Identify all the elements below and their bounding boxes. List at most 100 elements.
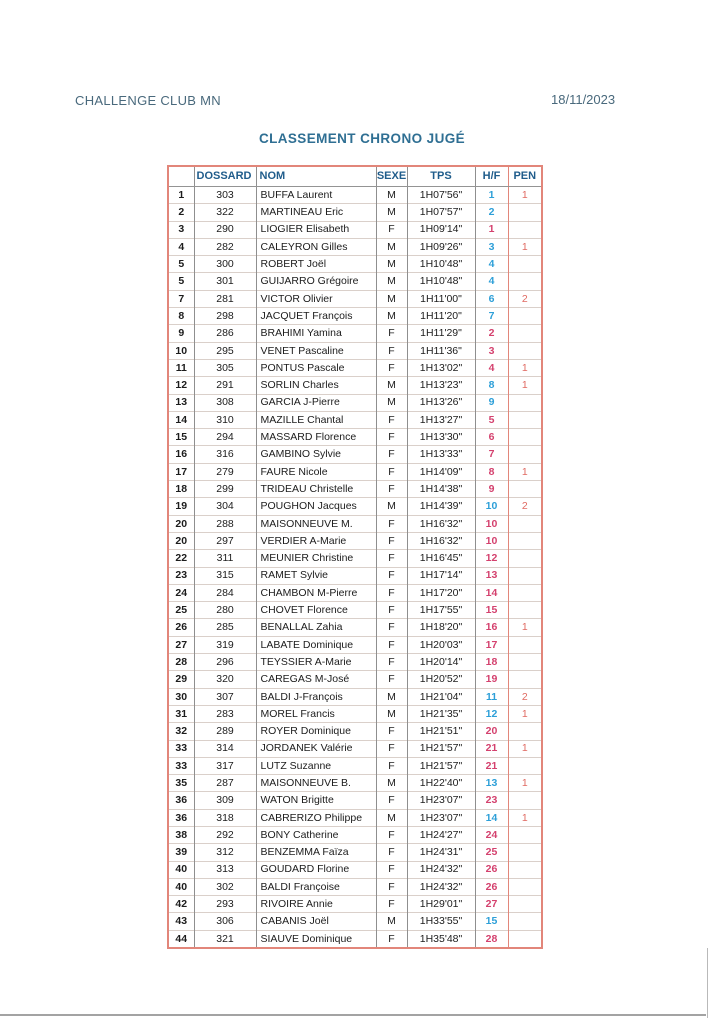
cell-pen xyxy=(507,860,542,879)
cell-nom: MARTINEAU Eric xyxy=(255,203,376,222)
table-row: 36 318 CABRERIZO Philippe M 1H23'07" 14 1 xyxy=(168,808,542,827)
cell-dossard: 308 xyxy=(193,393,256,412)
cell-dossard: 286 xyxy=(193,324,256,343)
cell-sexe: M xyxy=(375,255,407,273)
cell-tps: 1H11'29" xyxy=(406,324,475,343)
cell-pen xyxy=(507,445,542,464)
cell-nom: RIVOIRE Annie xyxy=(255,895,376,913)
cell-pen xyxy=(507,843,542,862)
cell-pen: 1 xyxy=(507,237,542,256)
table-row: 23 315 RAMET Sylvie F 1H17'14" 13 xyxy=(168,566,542,585)
cell-sexe: F xyxy=(375,825,407,844)
cell-sexe: M xyxy=(375,912,407,931)
cell-hf: 6 xyxy=(474,289,508,308)
cell-sexe: F xyxy=(375,895,407,913)
table-row: 24 284 CHAMBON M-Pierre F 1H17'20" 14 xyxy=(168,583,542,602)
cell-tps: 1H16'45" xyxy=(406,549,475,568)
cell-nom: GAMBINO Sylvie xyxy=(255,445,376,464)
cell-dossard: 322 xyxy=(193,203,256,222)
cell-tps: 1H10'48" xyxy=(406,255,475,273)
table-row: 44 321 SIAUVE Dominique F 1H35'48" 28 xyxy=(168,929,542,949)
cell-tps: 1H35'48" xyxy=(406,929,475,949)
cell-pen xyxy=(507,756,542,775)
cell-dossard: 313 xyxy=(193,860,256,879)
table-row: 9 286 BRAHIMI Yamina F 1H11'29" 2 xyxy=(168,324,542,343)
cell-rank: 14 xyxy=(168,410,194,429)
cell-pen: 2 xyxy=(507,497,542,516)
cell-nom: CABRERIZO Philippe xyxy=(255,808,376,827)
cell-nom: CAREGAS M-José xyxy=(255,670,376,689)
cell-hf: 16 xyxy=(474,618,508,637)
cell-rank: 40 xyxy=(168,877,194,896)
table-row: 22 311 MEUNIER Christine F 1H16'45" 12 xyxy=(168,549,542,568)
cell-sexe: F xyxy=(375,601,407,619)
cell-sexe: M xyxy=(375,393,407,412)
cell-rank: 27 xyxy=(168,635,194,654)
cell-tps: 1H11'00" xyxy=(406,289,475,308)
cell-sexe: F xyxy=(375,739,407,758)
cell-nom: LUTZ Suzanne xyxy=(255,756,376,775)
cell-rank: 38 xyxy=(168,825,194,844)
cell-pen: 1 xyxy=(507,808,542,827)
cell-sexe: F xyxy=(375,618,407,637)
cell-tps: 1H10'48" xyxy=(406,272,475,291)
cell-tps: 1H13'33" xyxy=(406,445,475,464)
cell-sexe: F xyxy=(375,220,407,239)
cell-tps: 1H20'14" xyxy=(406,653,475,671)
cell-pen: 2 xyxy=(507,289,542,308)
cell-hf: 7 xyxy=(474,307,508,325)
cell-hf: 18 xyxy=(474,653,508,671)
cell-hf: 24 xyxy=(474,825,508,844)
cell-nom: CHAMBON M-Pierre xyxy=(255,583,376,602)
table-row: 27 319 LABATE Dominique F 1H20'03" 17 xyxy=(168,635,542,654)
results-table: DOSSARD NOM SEXE TPS H/F PEN 1 303 BUFFA L… xyxy=(167,165,543,950)
table-row: 16 316 GAMBINO Sylvie F 1H13'33" 7 xyxy=(168,445,542,464)
cell-tps: 1H09'26" xyxy=(406,237,475,256)
cell-dossard: 295 xyxy=(193,341,256,360)
cell-tps: 1H17'20" xyxy=(406,583,475,602)
cell-tps: 1H21'57" xyxy=(406,739,475,758)
cell-rank: 24 xyxy=(168,583,194,602)
cell-sexe: M xyxy=(375,237,407,256)
cell-rank: 23 xyxy=(168,566,194,585)
cell-nom: VICTOR Olivier xyxy=(255,289,376,308)
cell-pen xyxy=(507,255,542,273)
cell-nom: TEYSSIER A-Marie xyxy=(255,653,376,671)
document-date: 18/11/2023 xyxy=(551,92,616,107)
cell-sexe: F xyxy=(375,653,407,671)
cell-dossard: 307 xyxy=(193,687,256,706)
cell-nom: BUFFA Laurent xyxy=(255,186,376,204)
table-row: 26 285 BENALLAL Zahia F 1H18'20" 16 1 xyxy=(168,618,542,637)
cell-hf: 21 xyxy=(474,739,508,758)
cell-sexe: F xyxy=(375,756,407,775)
cell-rank: 10 xyxy=(168,341,194,360)
cell-rank: 36 xyxy=(168,791,194,810)
cell-nom: BALDI Françoise xyxy=(255,877,376,896)
cell-pen: 1 xyxy=(507,462,542,481)
cell-sexe: M xyxy=(375,307,407,325)
cell-dossard: 284 xyxy=(193,583,256,602)
cell-rank: 1 xyxy=(178,188,185,201)
cell-hf: 10 xyxy=(474,531,508,550)
cell-rank: 13 xyxy=(168,393,194,412)
cell-nom: MAZILLE Chantal xyxy=(255,410,376,429)
cell-sexe: M xyxy=(375,687,407,706)
cell-rank: 17 xyxy=(168,462,194,481)
column-header-rank xyxy=(168,166,194,187)
cell-tps: 1H18'20" xyxy=(406,618,475,637)
cell-nom: TRIDEAU Christelle xyxy=(255,480,376,498)
cell-pen xyxy=(507,220,542,239)
cell-sexe: F xyxy=(375,635,407,654)
cell-pen xyxy=(507,393,542,412)
table-row: 35 287 MAISONNEUVE B. M 1H22'40" 13 1 xyxy=(168,774,542,792)
table-row: 25 280 CHOVET Florence F 1H17'55" 15 xyxy=(168,601,542,619)
cell-dossard: 281 xyxy=(193,289,256,308)
table-row: 18 299 TRIDEAU Christelle F 1H14'38" 9 xyxy=(168,480,542,498)
cell-tps: 1H11'36" xyxy=(406,341,475,360)
cell-rank: 42 xyxy=(168,895,194,913)
cell-nom: VERDIER A-Marie xyxy=(255,531,376,550)
cell-sexe: M xyxy=(375,774,407,792)
cell-dossard: 280 xyxy=(193,601,256,619)
cell-nom: CHOVET Florence xyxy=(255,601,376,619)
scan-edge-right xyxy=(707,948,708,1018)
